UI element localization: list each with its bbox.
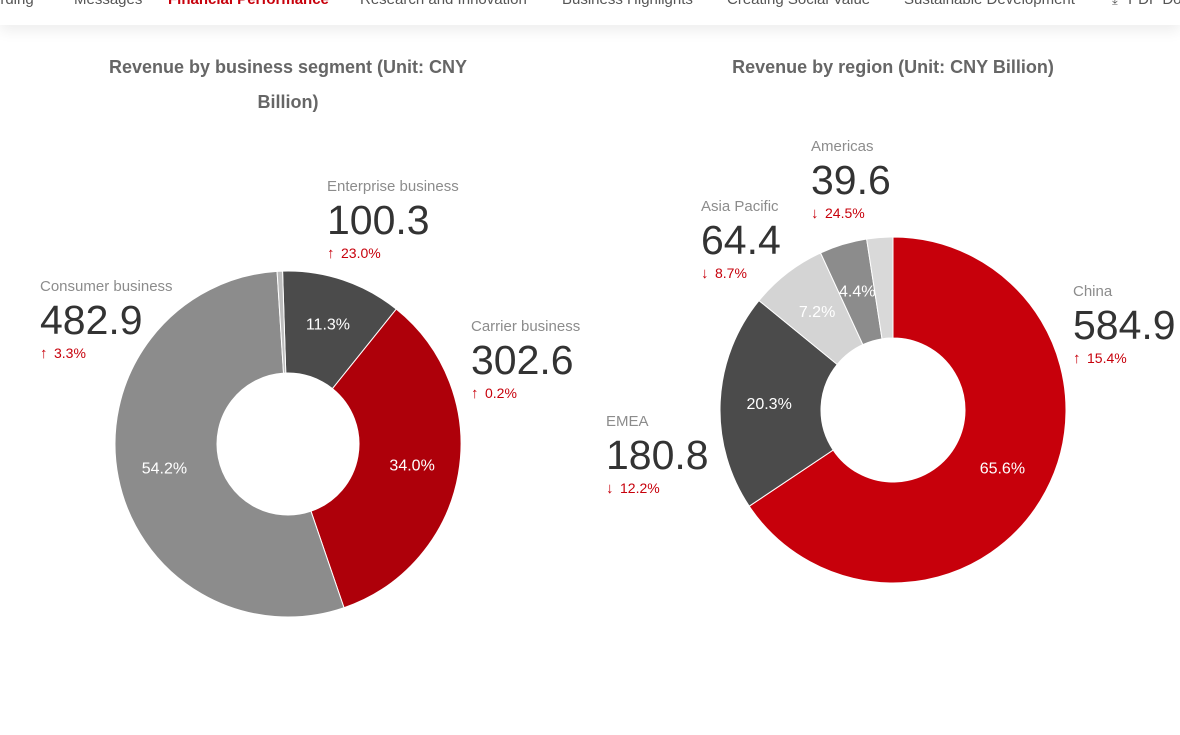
china-value: 584.9 <box>1073 302 1176 348</box>
carrier-name: Carrier business <box>471 318 581 335</box>
consumer-change: ↑ 3.3% <box>40 345 86 362</box>
nav-item-recording[interactable]: ording <box>0 0 34 10</box>
slice-percent-label: 54.2% <box>142 461 187 478</box>
donut-slice-carrier-business[interactable] <box>310 308 462 609</box>
china-change: ↑ 15.4% <box>1073 350 1127 367</box>
enterprise-value: 100.3 <box>327 197 430 243</box>
pdf-download-label: PDF Do <box>1128 0 1180 8</box>
arrow-up-icon: ↑ <box>471 385 479 402</box>
label-consumer-business: Consumer business 482.9 ↑ 3.3% <box>40 277 173 364</box>
nav-item-pdf-download[interactable]: ⤓ PDF Do <box>1112 0 1180 10</box>
asia-pacific-change: ↓ 8.7% <box>701 265 747 282</box>
download-icon: ⤓ <box>1112 0 1124 10</box>
slice-percent-label: 20.3% <box>746 396 791 413</box>
arrow-down-icon: ↓ <box>606 480 614 497</box>
enterprise-change: ↑ 23.0% <box>327 245 381 262</box>
label-carrier-business: Carrier business 302.6 ↑ 0.2% <box>471 317 580 404</box>
label-emea: EMEA 180.8 ↓ 12.2% <box>606 412 709 499</box>
label-americas: Americas 39.6 ↓ 24.5% <box>811 137 891 224</box>
chart-title-region: Revenue by region (Unit: CNY Billion) <box>732 57 1054 77</box>
china-name: China <box>1073 283 1113 300</box>
arrow-up-icon: ↑ <box>1073 350 1081 367</box>
arrow-up-icon: ↑ <box>40 345 48 362</box>
slice-percent-label: 11.3% <box>306 316 350 333</box>
nav-item-financial-performance[interactable]: Financial Performance <box>168 0 329 10</box>
arrow-down-icon: ↓ <box>811 205 819 222</box>
consumer-name: Consumer business <box>40 278 173 295</box>
label-china: China 584.9 ↑ 15.4% <box>1073 282 1176 369</box>
donut-slice-other[interactable] <box>276 270 287 374</box>
nav-item-sustainable-development[interactable]: Sustainable Development <box>904 0 1075 10</box>
donut-slice-other[interactable] <box>866 236 894 340</box>
nav-item-research-and-innovation[interactable]: Research and Innovation <box>360 0 527 10</box>
emea-name: EMEA <box>606 413 649 430</box>
nav-item-messages[interactable]: Messages <box>74 0 142 10</box>
slice-percent-label: 34.0% <box>389 458 434 475</box>
arrow-up-icon: ↑ <box>327 245 335 262</box>
label-enterprise-business: Enterprise business 100.3 ↑ 23.0% <box>327 177 459 264</box>
americas-name: Americas <box>811 138 874 155</box>
americas-change: ↓ 24.5% <box>811 205 865 222</box>
donut-slice-emea[interactable] <box>719 299 838 507</box>
donut-slice-china[interactable] <box>748 236 1067 584</box>
americas-value: 39.6 <box>811 157 891 203</box>
emea-change: ↓ 12.2% <box>606 480 660 497</box>
asia-pacific-name: Asia Pacific <box>701 198 779 215</box>
label-asia-pacific: Asia Pacific 64.4 ↓ 8.7% <box>701 197 781 284</box>
donut-slice-consumer-business[interactable] <box>114 270 345 618</box>
nav-item-business-highlights[interactable]: Business Highlights <box>562 0 693 10</box>
nav-item-creating-social-value[interactable]: Creating Social Value <box>727 0 870 10</box>
top-navigation: ording Messages Financial Performance Re… <box>0 0 1180 25</box>
enterprise-name: Enterprise business <box>327 178 459 195</box>
carrier-change: ↑ 0.2% <box>471 385 517 402</box>
slice-percent-label: 65.6% <box>980 460 1025 477</box>
arrow-down-icon: ↓ <box>701 265 709 282</box>
emea-value: 180.8 <box>606 432 709 478</box>
slice-percent-label: 4.4% <box>839 283 875 300</box>
slice-percent-label: 7.2% <box>799 304 835 321</box>
asia-pacific-value: 64.4 <box>701 217 781 263</box>
carrier-value: 302.6 <box>471 337 574 383</box>
consumer-value: 482.9 <box>40 297 143 343</box>
chart-title-segment: Revenue by business segment (Unit: CNY B… <box>108 57 468 112</box>
